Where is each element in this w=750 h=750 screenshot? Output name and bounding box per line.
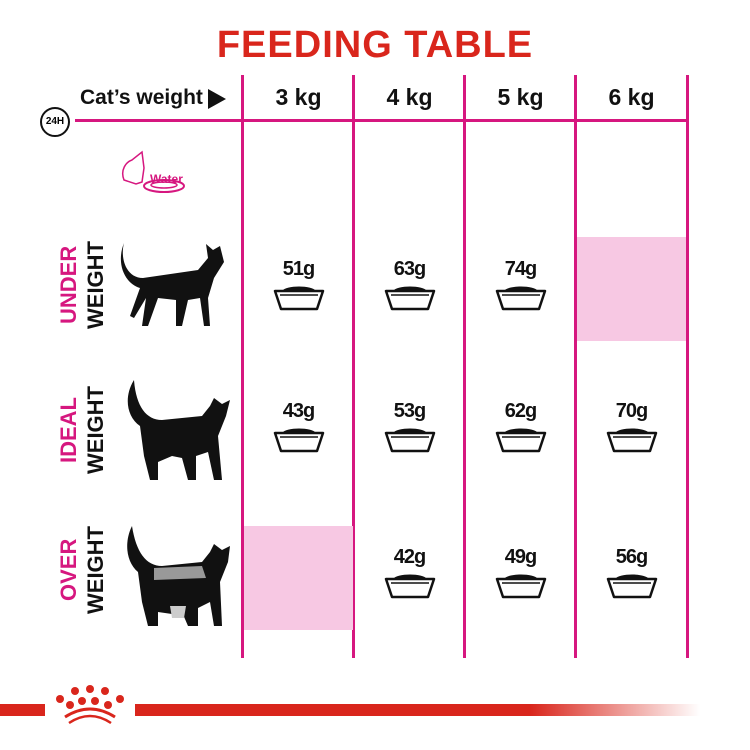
row-label-ideal: IDEAL xyxy=(56,397,81,463)
feeding-cell: 62g xyxy=(465,400,576,455)
row-label-under: UNDER xyxy=(56,245,81,325)
food-bowl-icon xyxy=(495,428,546,453)
column-divider xyxy=(463,75,466,658)
feeding-cell: 53g xyxy=(354,400,465,455)
daily-amount: 56g xyxy=(615,546,648,568)
food-bowl-icon xyxy=(606,428,657,453)
thin-cat-icon xyxy=(120,243,224,326)
food-bowl-icon xyxy=(495,286,546,311)
overweight-cat-icon xyxy=(127,526,230,626)
empty-cell xyxy=(244,526,353,630)
daily-amount: 63g xyxy=(393,258,426,280)
column-header-5kg: 5 kg xyxy=(497,84,544,110)
food-bowl-icon xyxy=(273,428,324,453)
daily-amount: 43g xyxy=(282,400,315,422)
daily-amount: 53g xyxy=(393,400,426,422)
daily-amount: 70g xyxy=(615,400,648,422)
feeding-cell: 49g xyxy=(465,546,576,601)
food-bowl-icon xyxy=(384,574,435,599)
footer-bar xyxy=(135,704,700,716)
row-label-weight: WEIGHT xyxy=(83,386,108,474)
column-divider xyxy=(352,75,355,658)
food-bowl-icon xyxy=(606,574,657,599)
clock-24h-icon: 24H xyxy=(40,107,70,137)
water-label: Water xyxy=(150,172,183,186)
cats-weight-label: Cat’s weight xyxy=(80,86,203,109)
food-bowl-icon xyxy=(495,574,546,599)
row-label-weight: WEIGHT xyxy=(83,526,108,614)
feeding-cell: 42g xyxy=(354,546,465,601)
header-divider xyxy=(75,119,689,122)
footer-bar xyxy=(0,704,45,716)
empty-cell xyxy=(577,237,686,341)
daily-amount: 49g xyxy=(504,546,537,568)
column-divider xyxy=(574,75,577,658)
column-divider xyxy=(241,75,244,658)
row-label-over: OVER xyxy=(56,538,81,602)
daily-amount: 74g xyxy=(504,258,537,280)
column-header-3kg: 3 kg xyxy=(275,84,322,110)
page-title: FEEDING TABLE xyxy=(216,24,534,66)
arrow-right-icon xyxy=(208,89,226,109)
column-header-4kg: 4 kg xyxy=(386,84,433,110)
food-bowl-icon xyxy=(273,286,324,311)
column-divider xyxy=(686,75,689,658)
daily-amount: 51g xyxy=(282,258,315,280)
daily-amount: 42g xyxy=(393,546,426,568)
water-bowl-icon xyxy=(121,150,185,193)
daily-amount: 62g xyxy=(504,400,537,422)
row-label-weight: WEIGHT xyxy=(83,241,108,329)
feeding-cell: 43g xyxy=(243,400,354,455)
feeding-cell: 51g xyxy=(243,258,354,313)
ideal-cat-icon xyxy=(127,380,230,480)
food-bowl-icon xyxy=(384,286,435,311)
royal-canin-crown-logo xyxy=(56,685,124,725)
food-bowl-icon xyxy=(384,428,435,453)
feeding-cell: 63g xyxy=(354,258,465,313)
column-header-6kg: 6 kg xyxy=(608,84,655,110)
feeding-cell: 70g xyxy=(576,400,687,455)
feeding-cell: 56g xyxy=(576,546,687,601)
feeding-cell: 74g xyxy=(465,258,576,313)
